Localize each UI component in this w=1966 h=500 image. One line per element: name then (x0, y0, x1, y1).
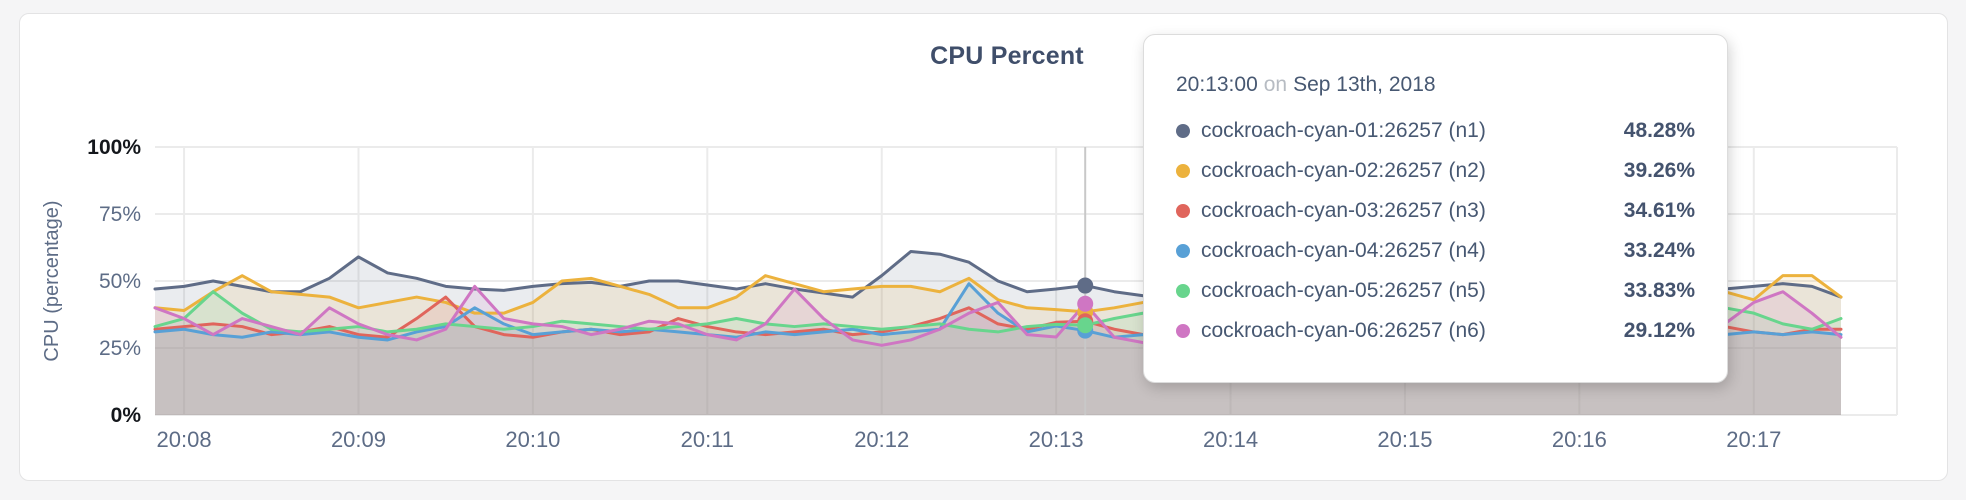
tooltip-series-row: cockroach-cyan-03:26257 (n3) 34.61% (1176, 191, 1695, 231)
series-label: cockroach-cyan-04:26257 (n4) (1201, 239, 1486, 262)
x-tick-label: 20:10 (505, 427, 560, 452)
x-tick-label: 20:14 (1203, 427, 1258, 452)
x-tick-label: 20:08 (157, 427, 212, 452)
tooltip-series-row: cockroach-cyan-06:26257 (n6) 29.12% (1176, 311, 1695, 351)
y-tick-label: 0% (111, 404, 142, 427)
y-tick-label: 75% (99, 203, 141, 226)
series-color-dot (1176, 324, 1190, 338)
x-tick-label: 20:11 (681, 427, 734, 452)
hover-dot (1077, 277, 1094, 294)
tooltip-series-row: cockroach-cyan-02:26257 (n2) 39.26% (1176, 151, 1695, 191)
tooltip-date: Sep 13th, 2018 (1293, 73, 1436, 96)
tooltip-time: 20:13:00 (1176, 73, 1258, 96)
series-label: cockroach-cyan-05:26257 (n5) (1201, 279, 1486, 302)
x-tick-label: 20:13 (1029, 427, 1084, 452)
hover-dot (1077, 317, 1094, 334)
y-tick-label: 100% (87, 136, 141, 159)
series-value: 39.26% (1623, 159, 1695, 182)
tooltip-conjunction: on (1263, 73, 1288, 96)
tooltip-series-row: cockroach-cyan-05:26257 (n5) 33.83% (1176, 271, 1695, 311)
chart-title: CPU Percent (930, 42, 1084, 70)
y-axis-title: CPU (percentage) (41, 200, 63, 361)
series-value: 48.28% (1623, 119, 1695, 142)
tooltip-series-row: cockroach-cyan-01:26257 (n1) 48.28% (1176, 111, 1695, 151)
series-label: cockroach-cyan-03:26257 (n3) (1201, 199, 1486, 222)
x-tick-label: 20:15 (1377, 427, 1432, 452)
x-tick-label: 20:17 (1726, 427, 1781, 452)
y-tick-label: 25% (99, 337, 141, 360)
series-color-dot (1176, 284, 1190, 298)
x-tick-label: 20:09 (331, 427, 386, 452)
y-tick-label: 50% (99, 270, 141, 293)
series-value: 33.83% (1623, 279, 1695, 302)
series-label: cockroach-cyan-01:26257 (n1) (1201, 119, 1486, 142)
series-value: 34.61% (1623, 199, 1695, 222)
series-value: 29.12% (1623, 319, 1695, 342)
tooltip-series-row: cockroach-cyan-04:26257 (n4) 33.24% (1176, 231, 1695, 271)
series-area (155, 297, 1841, 415)
x-tick-label: 20:12 (854, 427, 909, 452)
series-label: cockroach-cyan-06:26257 (n6) (1201, 319, 1486, 342)
series-color-dot (1176, 204, 1190, 218)
series-color-dot (1176, 164, 1190, 178)
hover-dot (1077, 295, 1094, 312)
series-value: 33.24% (1623, 239, 1695, 262)
series-color-dot (1176, 124, 1190, 138)
series-label: cockroach-cyan-02:26257 (n2) (1201, 159, 1486, 182)
x-tick-label: 20:16 (1552, 427, 1607, 452)
tooltip-header: 20:13:00 on Sep 13th, 2018 (1176, 71, 1695, 99)
chart-tooltip: 20:13:00 on Sep 13th, 2018 cockroach-cyan-… (1143, 34, 1728, 383)
series-color-dot (1176, 244, 1190, 258)
